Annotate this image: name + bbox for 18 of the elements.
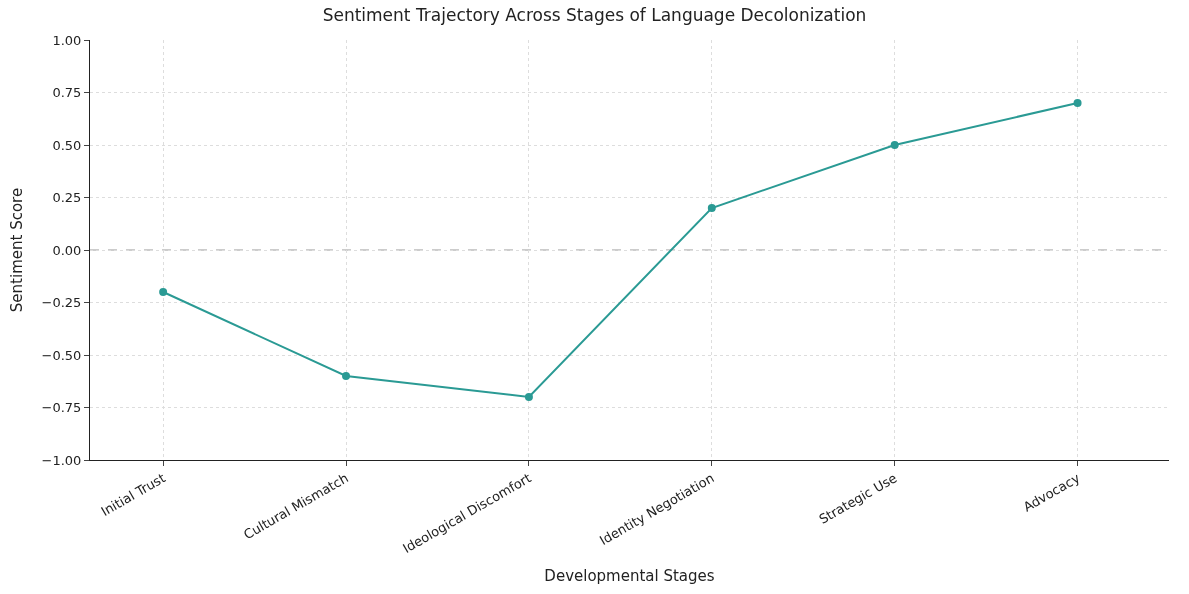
y-tick-label: 0.25 [52, 190, 82, 206]
point [524, 393, 533, 401]
y-axis-title: Sentiment Score [7, 187, 26, 313]
y-tick-label: −0.50 [41, 347, 82, 363]
point [1073, 99, 1082, 107]
x-axis-title: Developmental Stages [544, 567, 715, 586]
point [890, 141, 899, 149]
y-tick-label: −0.25 [41, 295, 82, 311]
point [159, 288, 168, 296]
y-tick-label: 0.00 [52, 242, 82, 258]
y-tick-label: 0.50 [52, 137, 82, 153]
y-tick-label: 1.00 [52, 32, 82, 48]
y-tick-label: −1.00 [41, 452, 82, 468]
y-tick-label: 0.75 [52, 85, 82, 101]
chart-title: Sentiment Trajectory Across Stages of Language Decolonization [322, 4, 867, 25]
point [342, 372, 351, 380]
y-tick-label: −0.75 [41, 400, 82, 416]
point [707, 204, 716, 212]
